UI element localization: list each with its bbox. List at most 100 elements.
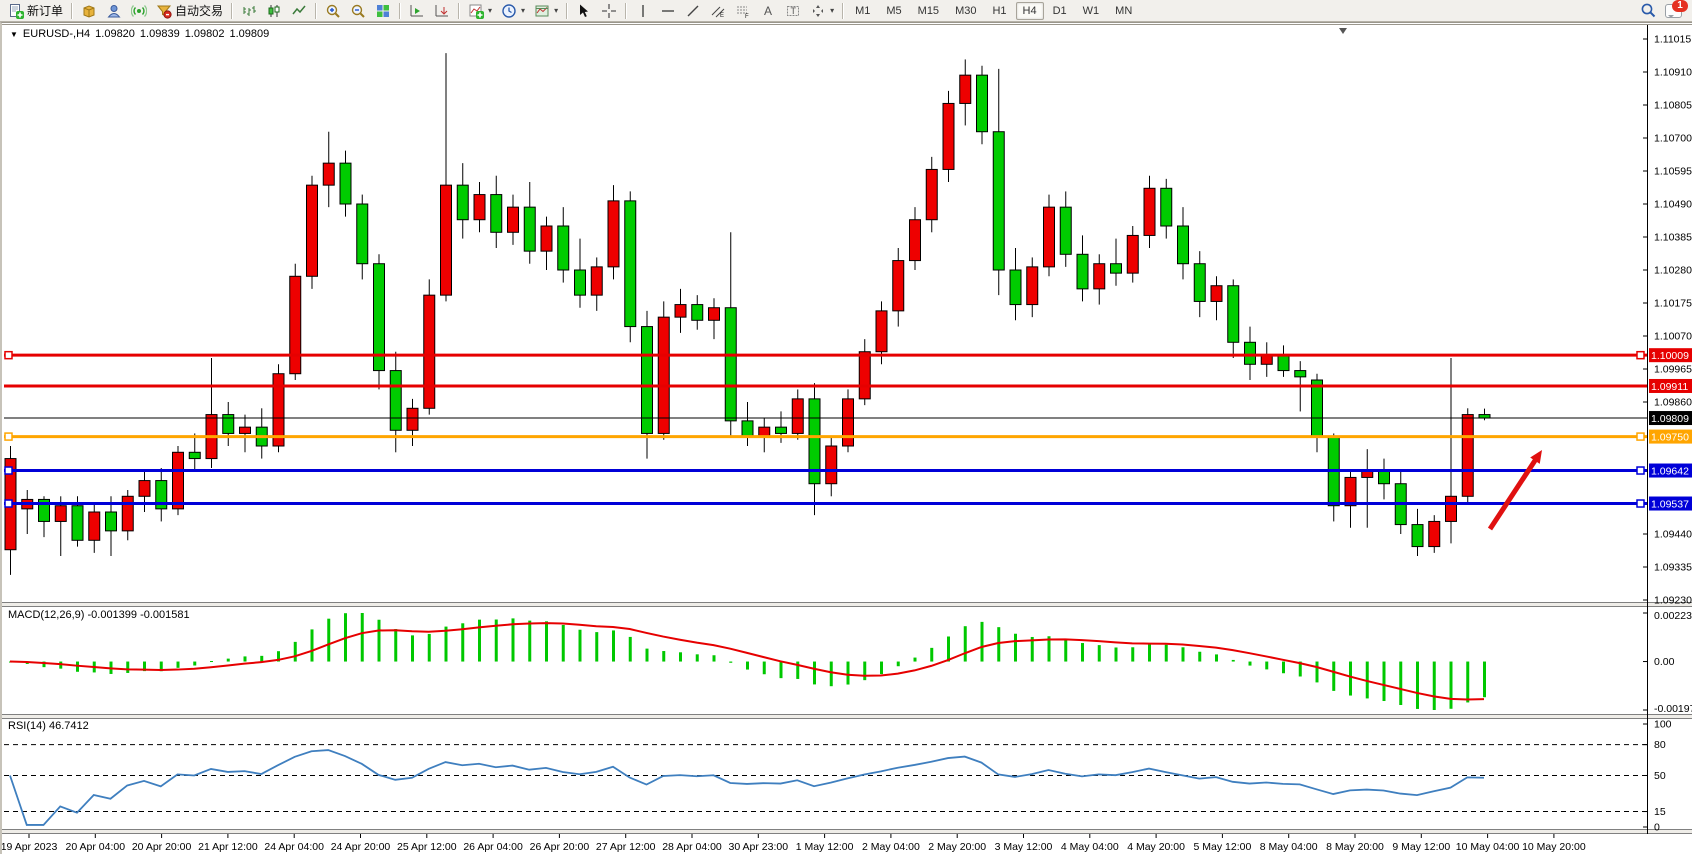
timeframe-button-m1[interactable]: M1	[855, 4, 871, 17]
crosshair-tool-button[interactable]	[597, 0, 621, 22]
channel-tool-button[interactable]: E	[706, 0, 730, 22]
notifications-button[interactable]: 1	[1665, 0, 1688, 18]
text-tool-button[interactable]: A	[756, 0, 780, 22]
timeframe-button-m30[interactable]: M30	[955, 4, 977, 17]
macd-histogram-bar	[1466, 661, 1470, 703]
macd-histogram-bar	[1416, 661, 1419, 709]
tile-windows-icon	[377, 4, 390, 17]
timeframe-button-h4[interactable]: H4	[1015, 1, 1044, 20]
svg-text:8 May 20:00: 8 May 20:00	[1326, 841, 1384, 853]
auto-scroll-button[interactable]	[405, 0, 429, 22]
cursor-tool-button[interactable]	[572, 0, 596, 22]
macd-histogram-bar	[1097, 645, 1101, 662]
profile-button[interactable]	[102, 0, 126, 22]
time-axis[interactable]: 19 Apr 2023 20 Apr 04:00 20 Apr 20:00 21 Ap…	[2, 834, 1586, 853]
new-order-label: 新订单	[27, 4, 64, 18]
tile-windows-button[interactable]	[371, 0, 395, 22]
macd-histogram-bar	[427, 633, 431, 662]
svg-text:21 Apr 12:00: 21 Apr 12:00	[198, 841, 258, 853]
timeframe-button-m15[interactable]: M15	[917, 4, 940, 17]
hline-resistance-2[interactable]: 1.09911	[4, 378, 1692, 393]
svg-text:2 May 20:00: 2 May 20:00	[928, 841, 986, 853]
zoom-in-button[interactable]	[321, 0, 345, 22]
rsi-line	[9, 749, 1485, 826]
timeframe-button-mn[interactable]: MN	[1115, 4, 1133, 17]
hline-support-1[interactable]: 1.09642	[4, 463, 1692, 478]
macd-histogram-bar	[1432, 661, 1436, 710]
zoom-out-button[interactable]	[346, 0, 370, 22]
macd-histogram-bar	[461, 623, 465, 662]
trend-arrow[interactable]	[1487, 450, 1542, 531]
chart-low-value: 1.09802	[184, 28, 225, 40]
indicators-button[interactable]: ▾	[464, 0, 496, 22]
timeframe-button-m5[interactable]: M5	[886, 4, 902, 17]
macd-histogram-bar	[880, 661, 883, 675]
chart-header: ▼ EURUSD-,H4 1.09820 1.09839 1.09802 1.0…	[10, 28, 269, 40]
macd-histogram-bar	[1265, 661, 1269, 670]
macd-histogram-bar	[1148, 644, 1151, 662]
timeframe-button-d1[interactable]: D1	[1052, 4, 1067, 17]
autotrading-button[interactable]: 自动交易	[152, 0, 227, 22]
fibonacci-icon: F	[737, 6, 749, 19]
svg-text:24 Apr 20:00: 24 Apr 20:00	[331, 841, 391, 853]
macd-histogram-bar	[779, 661, 783, 679]
horizontal-line-tool-button[interactable]	[656, 0, 680, 22]
macd-histogram-bar	[42, 661, 46, 668]
candlestick-chart-button[interactable]	[262, 0, 286, 22]
text-label-tool-button[interactable]: T	[781, 0, 805, 22]
macd-histogram-bar	[360, 613, 364, 662]
zoom-in-icon	[326, 4, 340, 18]
chart-shift-marker[interactable]	[1339, 28, 1347, 34]
macd-histogram-bar	[193, 661, 197, 666]
hline-support-2[interactable]: 1.09537	[4, 496, 1692, 511]
rsi-title: RSI(14)	[8, 720, 46, 732]
candlestick-chart-icon	[268, 4, 280, 17]
one-click-trading-toggle-icon[interactable]: ▼	[10, 29, 18, 39]
chart-shift-button[interactable]	[430, 0, 454, 22]
svg-text:15: 15	[1654, 806, 1666, 818]
hline-resistance-1[interactable]: 1.10009	[4, 348, 1692, 363]
arrows-tool-button[interactable]: ▾	[806, 0, 838, 22]
zoom-out-icon	[351, 4, 365, 18]
chevron-down-icon: ▾	[554, 6, 559, 15]
search-icon[interactable]	[1640, 2, 1657, 19]
toolbar-separator	[842, 2, 845, 19]
price-box-resistance-1	[1649, 348, 1692, 363]
vertical-line-tool-button[interactable]	[631, 0, 655, 22]
timeframe-button-h1[interactable]: H1	[992, 4, 1007, 17]
svg-text:1.10805: 1.10805	[1654, 100, 1692, 112]
line-chart-button[interactable]	[287, 0, 311, 22]
candles-group	[4, 53, 1491, 575]
chart-canvas[interactable]: 1.10009 1.09911 1.09809 1.09750 1.09642 1.095…	[2, 23, 1692, 854]
macd-histogram-bar	[1315, 661, 1319, 683]
macd-histogram-bar	[377, 619, 381, 662]
svg-text:A: A	[764, 4, 772, 18]
new-order-button[interactable]: 新订单	[4, 0, 67, 22]
svg-text:1.10700: 1.10700	[1654, 133, 1692, 145]
svg-text:1.09335: 1.09335	[1654, 562, 1692, 574]
signals-button[interactable]	[127, 0, 151, 22]
svg-text:20 Apr 04:00: 20 Apr 04:00	[66, 841, 126, 853]
macd-histogram-bar	[829, 661, 833, 687]
macd-histogram-bar	[1181, 647, 1185, 662]
macd-histogram-bar	[695, 654, 699, 662]
svg-text:9 May 12:00: 9 May 12:00	[1392, 841, 1450, 853]
svg-text:1 May 12:00: 1 May 12:00	[796, 841, 854, 853]
fibonacci-tool-button[interactable]: F	[731, 0, 755, 22]
svg-text:26 Apr 04:00: 26 Apr 04:00	[463, 841, 523, 853]
chart-symbol-label: EURUSD-,H4	[22, 28, 91, 40]
hline-current-price[interactable]: 1.09809	[4, 411, 1692, 426]
macd-signal-line	[9, 622, 1485, 701]
macd-histogram-bar	[327, 618, 331, 662]
bar-chart-button[interactable]	[237, 0, 261, 22]
market-watch-button[interactable]	[77, 0, 101, 22]
periods-button[interactable]: ▾	[497, 0, 529, 22]
timeframe-button-w1[interactable]: W1	[1082, 4, 1100, 17]
svg-text:19 Apr 2023: 19 Apr 2023	[2, 841, 57, 853]
hline-pivot[interactable]: 1.09750	[4, 429, 1692, 444]
svg-text:1.09537: 1.09537	[1651, 499, 1689, 511]
trendline-tool-button[interactable]	[681, 0, 705, 22]
macd-histogram-bar	[813, 661, 816, 685]
macd-histogram-bar	[746, 661, 749, 670]
templates-button[interactable]: ▾	[530, 0, 562, 22]
